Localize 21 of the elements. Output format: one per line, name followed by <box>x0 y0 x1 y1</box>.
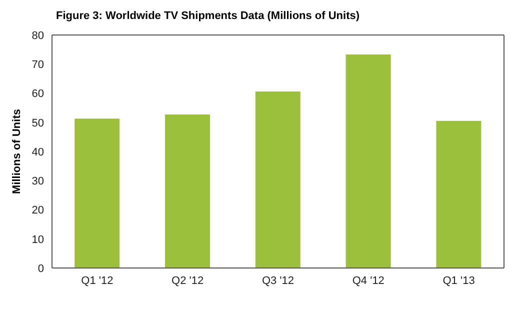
bar <box>436 120 482 268</box>
x-tick-label: Q4 '12 <box>352 274 384 287</box>
y-tick-label: 0 <box>38 262 44 275</box>
x-tick-label: Q1 '13 <box>442 274 475 287</box>
y-tick-label: 70 <box>32 59 44 72</box>
bar <box>255 92 300 268</box>
x-tick-label: Q3 '12 <box>262 274 294 287</box>
y-tick-label: 60 <box>32 88 44 100</box>
bar <box>346 54 391 268</box>
x-tick-label: Q2 '12 <box>172 274 204 287</box>
y-tick-label: 30 <box>32 176 44 188</box>
y-tick-label: 50 <box>32 117 44 130</box>
y-tick-label: 40 <box>32 146 44 158</box>
chart-title: Figure 3: Worldwide TV Shipments Data (Millions of Units) <box>56 10 360 22</box>
y-tick-label: 10 <box>32 234 44 246</box>
bar <box>165 114 210 268</box>
y-tick-label: 80 <box>32 30 44 42</box>
y-axis-title: Millions of Units <box>10 109 23 194</box>
x-tick-label: Q1 '12 <box>81 274 114 287</box>
y-tick-label: 20 <box>32 204 44 217</box>
bar <box>74 118 120 268</box>
